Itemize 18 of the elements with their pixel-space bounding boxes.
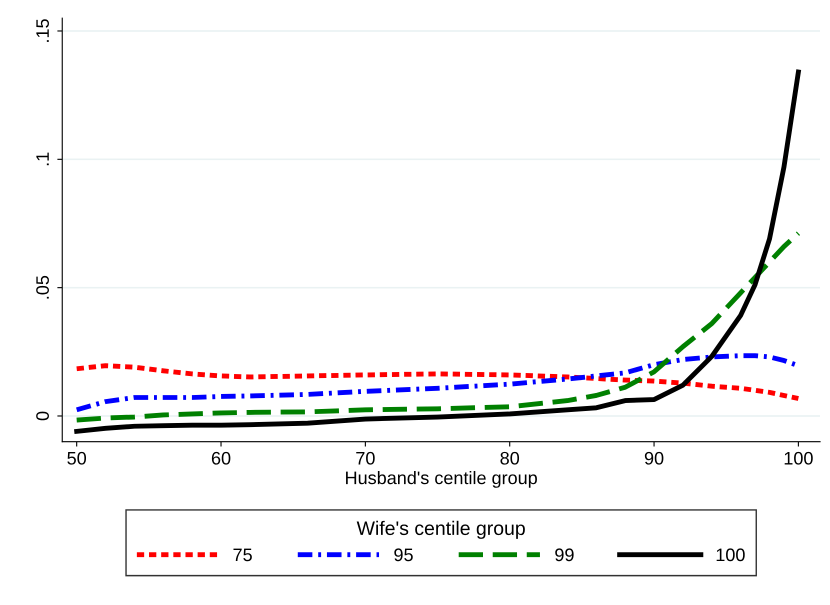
line-series [74,70,801,434]
x-tick-label: 90 [644,452,664,465]
x-axis-title: Husband's centile group [346,470,537,488]
line-series [74,363,801,401]
y-tick-label: 0 [36,412,49,420]
legend-label: 100 [716,548,745,562]
y-tick-label: .05 [36,276,49,299]
legend-label: 75 [233,548,252,562]
y-tick-label: .1 [36,152,49,166]
x-tick-label: 70 [356,452,375,465]
x-tick-label: 100 [784,452,813,465]
legend-label: 95 [394,548,413,562]
legend-label: 99 [555,548,574,562]
legend-title: Wife's centile group [356,520,525,539]
y-tick-label: .15 [36,19,49,42]
x-tick-label: 60 [212,452,230,465]
x-tick-label: 50 [67,452,86,465]
x-tick-label: 80 [500,452,520,465]
